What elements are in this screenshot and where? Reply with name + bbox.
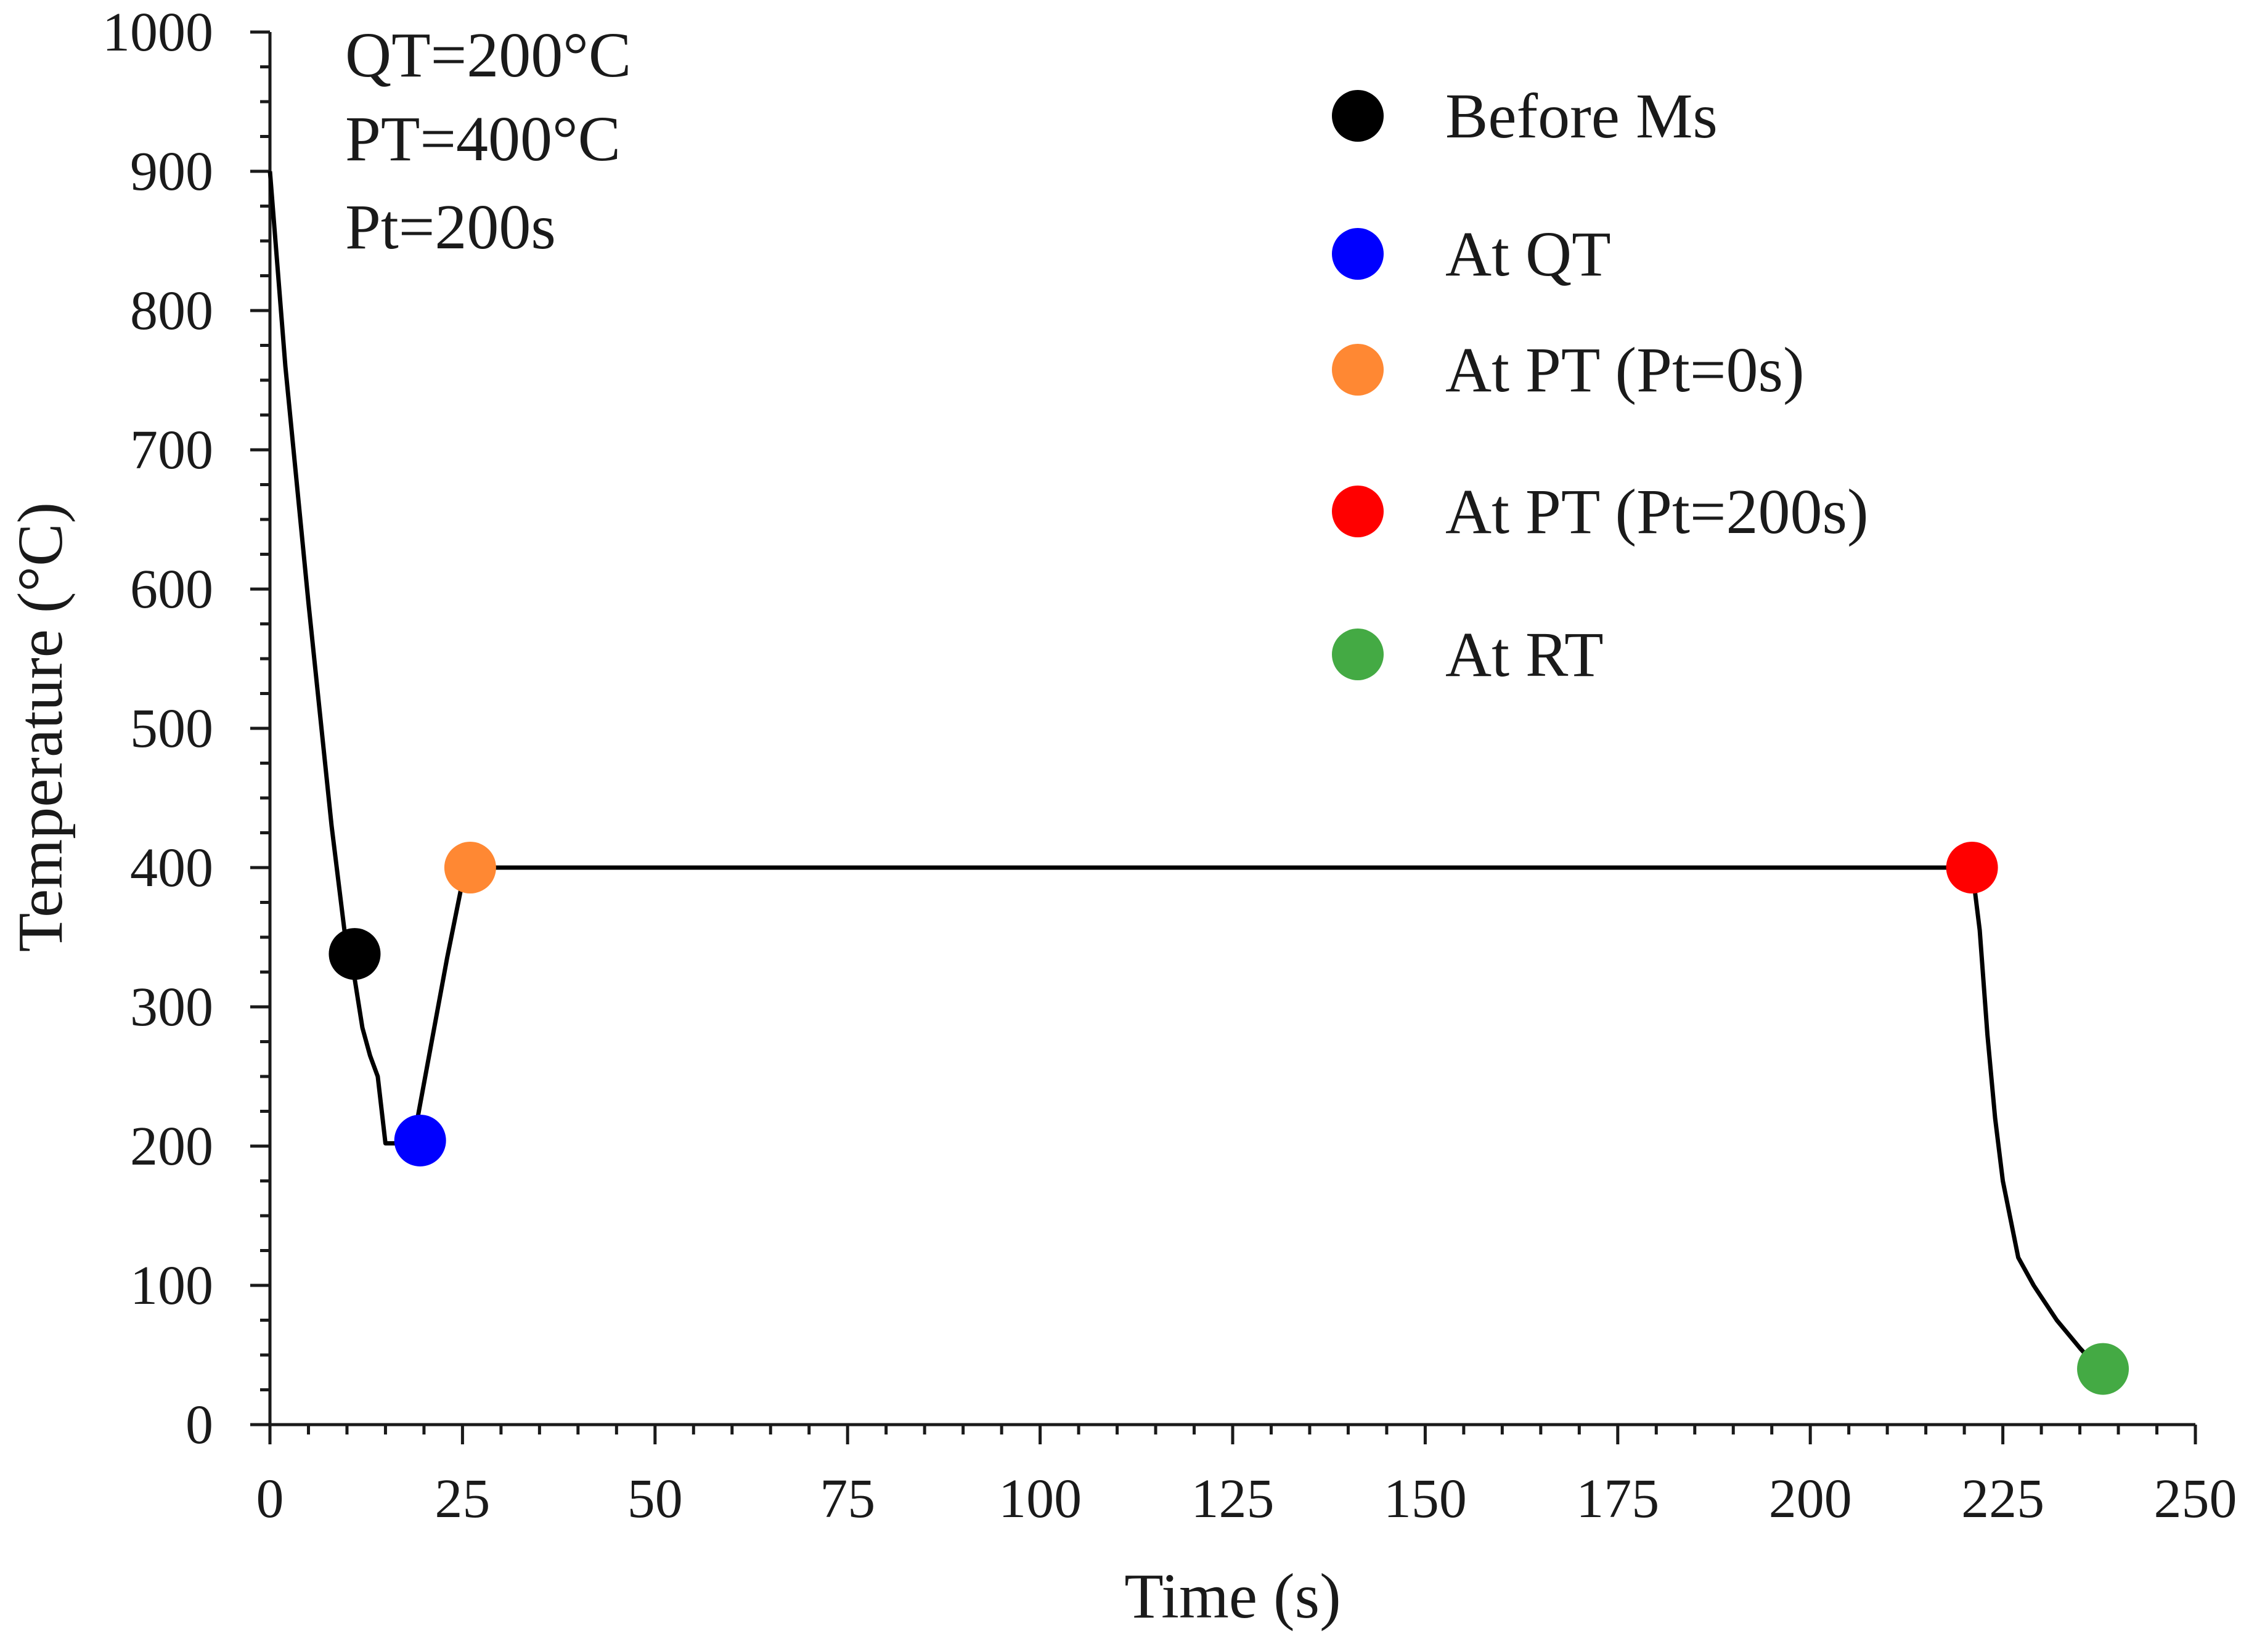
ticks <box>250 30 2197 1444</box>
x-tick-label: 0 <box>256 1468 284 1529</box>
legend-label-4: At RT <box>1445 619 1604 690</box>
x-tick-label: 250 <box>2154 1468 2237 1529</box>
marker-2 <box>444 842 496 893</box>
legend-label-0: Before Ms <box>1445 81 1718 152</box>
x-tick-label: 125 <box>1191 1468 1275 1529</box>
y-tick-label: 0 <box>186 1394 213 1455</box>
legend-marker-3 <box>1332 486 1384 537</box>
x-tick-label: 50 <box>627 1468 683 1529</box>
x-axis-title: Time (s) <box>1124 1561 1341 1632</box>
x-tick-label: 225 <box>1961 1468 2044 1529</box>
x-tick-label: 200 <box>1769 1468 1852 1529</box>
annotation-pt-time: Pt=200s <box>345 192 556 262</box>
marker-4 <box>2077 1343 2129 1395</box>
annotation-qt: QT=200°C <box>345 20 631 91</box>
legend-label-2: At PT (Pt=0s) <box>1445 335 1805 405</box>
temperature-line <box>267 171 2101 1370</box>
y-tick-label: 800 <box>130 280 213 341</box>
legend: Before Ms At QT At PT (Pt=0s) At PT (Pt=200… <box>1332 81 1869 690</box>
axes <box>268 32 2195 1426</box>
y-axis-title: Temperature (°C) <box>5 502 76 952</box>
marker-1 <box>394 1114 446 1166</box>
x-tick-label: 175 <box>1576 1468 1659 1529</box>
plot-area <box>267 171 2129 1395</box>
marker-3 <box>1946 842 1998 893</box>
legend-marker-2 <box>1332 344 1384 396</box>
legend-marker-4 <box>1332 629 1384 680</box>
y-tick-label: 300 <box>130 977 213 1038</box>
y-tick-label: 900 <box>130 141 213 202</box>
y-tick-label: 1000 <box>102 2 213 63</box>
annotations: QT=200°C PT=400°C Pt=200s <box>345 20 631 262</box>
legend-marker-1 <box>1332 228 1384 280</box>
annotation-pt: PT=400°C <box>345 104 621 174</box>
x-tick-label: 100 <box>998 1468 1082 1529</box>
data-markers <box>329 842 2129 1395</box>
y-tick-label: 100 <box>130 1255 213 1316</box>
y-tick-label: 600 <box>130 559 213 620</box>
y-tick-label: 700 <box>130 420 213 481</box>
y-tick-label: 400 <box>130 837 213 898</box>
legend-label-1: At QT <box>1445 219 1611 290</box>
x-tick-label: 25 <box>435 1468 490 1529</box>
y-tick-label: 500 <box>130 698 213 759</box>
x-tick-label: 75 <box>820 1468 875 1529</box>
marker-0 <box>329 928 381 980</box>
y-tick-label: 200 <box>130 1116 213 1177</box>
legend-marker-0 <box>1332 90 1384 142</box>
legend-label-3: At PT (Pt=200s) <box>1445 476 1869 547</box>
tick-labels: 0 100 200 300 400 500 600 700 800 900 1000 0 25 50 75 1… <box>102 2 2237 1529</box>
x-tick-label: 150 <box>1384 1468 1467 1529</box>
